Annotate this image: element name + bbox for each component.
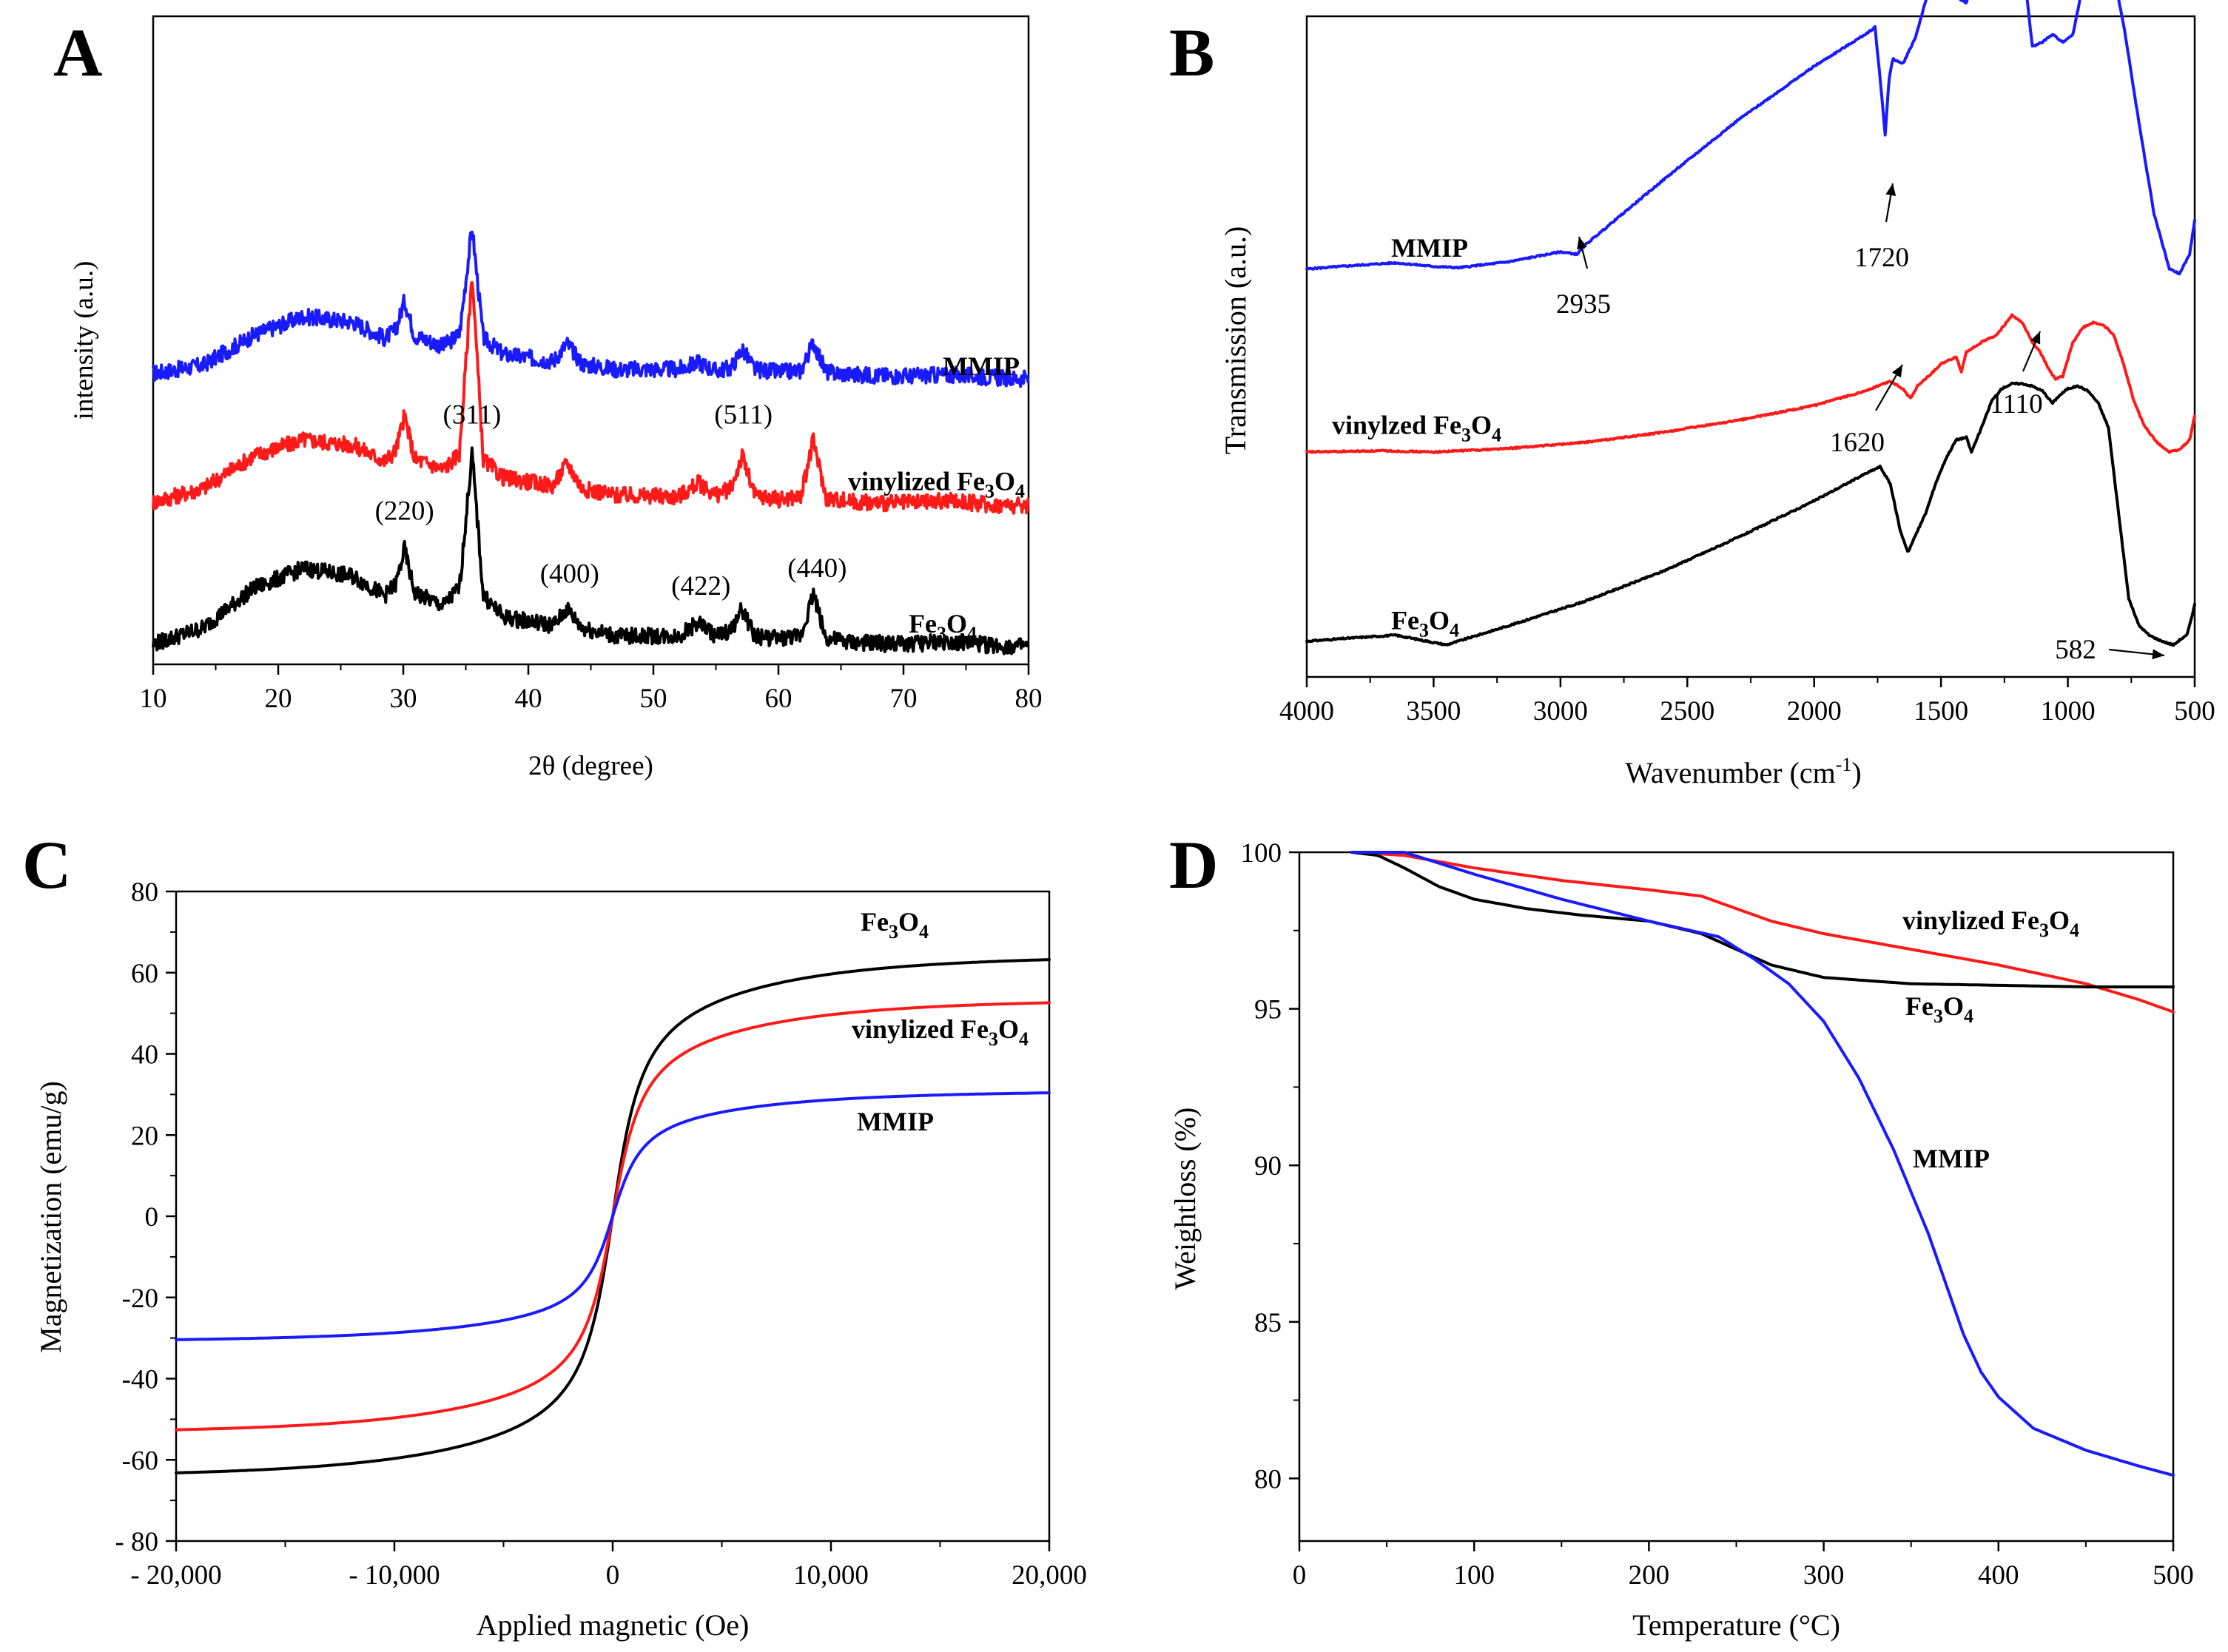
- panel-d-letter: D: [1169, 827, 1218, 903]
- panel-a-series-mmip: [152, 230, 1030, 388]
- panel-b-peak-arrow-head: [1885, 183, 1897, 196]
- panel-a-series-fe3o4: [152, 446, 1030, 655]
- panel-d-legend-label: vinylized Fe3O4: [1902, 906, 2079, 941]
- panel-a-x-tick-label: 10: [140, 684, 167, 714]
- panel-b-x-tick-label: 3000: [1533, 696, 1588, 726]
- panel-b-legend-label: vinylzed Fe3O4: [1332, 410, 1501, 445]
- panel-b-peak-label: 2935: [1556, 289, 1611, 320]
- panel-a-x-tick-label: 40: [515, 684, 542, 714]
- panel-a-x-tick-label: 30: [390, 684, 417, 714]
- panel-b-peak-label: 582: [2055, 635, 2096, 665]
- panel-b-x-tick-label: 500: [2174, 696, 2215, 726]
- panel-b-y-axis-title: Transmission (a.u.): [1219, 226, 1252, 455]
- panel-d-series-vinylized-fe3o4: [1350, 851, 2175, 1014]
- panel-c-x-tick-label: 10,000: [793, 1560, 869, 1591]
- panel-c-x-tick-label: 0: [606, 1560, 620, 1591]
- panel-d-legend-label: Fe3O4: [1905, 991, 1973, 1027]
- panel-d-y-tick-label: 95: [1254, 995, 1282, 1025]
- panel-d-y-tick-label: 100: [1241, 838, 1282, 869]
- panel-b: B 4000 3500 3000 2500 2000 1500 1000 500 Wavenumb…: [1169, 0, 2215, 789]
- panel-d-x-axis-title: Temperature (°C): [1632, 1608, 1840, 1642]
- panel-d-x-tick-label: 100: [1453, 1560, 1495, 1591]
- panel-b-legend-label: Fe3O4: [1391, 605, 1459, 641]
- panel-b-letter: B: [1169, 15, 1214, 90]
- panel-c-y-axis-title: Magnetization (emu/g): [34, 1081, 67, 1353]
- panel-b-peak-arrow-head: [2152, 649, 2164, 660]
- panel-b-x-tick-label: 2500: [1660, 696, 1714, 726]
- panel-b-series-fe3o4: [1305, 381, 2196, 647]
- panel-a-y-axis-title: intensity (a.u.): [69, 261, 99, 420]
- panel-a-x-tick-label: 70: [890, 684, 918, 714]
- panel-b-series-mmip: [1305, 0, 2196, 276]
- panel-c-series-mmip: [175, 1091, 1051, 1341]
- panel-c-y-tick-label: - 80: [115, 1527, 158, 1557]
- panel-a: A 10 20 30 40 50 60 70 80 2θ (degree) intensity (a…: [53, 15, 1043, 781]
- panel-c-x-tick-label: - 20,000: [130, 1560, 221, 1591]
- panel-c-y-tick-label: 40: [131, 1040, 158, 1071]
- panel-b-peak-arrow-head: [1891, 365, 1902, 378]
- panel-b-x-tick-label: 4000: [1279, 696, 1334, 726]
- panel-b-peak-label: 1110: [1990, 389, 2042, 419]
- panel-c-y-tick-label: 80: [131, 877, 158, 908]
- panel-b-plot-frame: [1305, 15, 2196, 678]
- panel-c-y-tick-label: 60: [131, 959, 158, 989]
- panel-c-legend-label: vinylized Fe3O4: [852, 1014, 1029, 1050]
- panel-d-x-tick-label: 300: [1803, 1560, 1845, 1591]
- panel-b-x-tick-label: 1500: [1914, 696, 1968, 726]
- panel-c-y-tick-label: -20: [122, 1284, 158, 1314]
- panel-d: D 0 100 200 300 400 500 100 95 90 85 80 Temperature …: [1168, 827, 2194, 1642]
- panel-c-x-tick-label: 20,000: [1012, 1560, 1087, 1591]
- panel-a-x-tick-label: 20: [265, 684, 292, 714]
- panel-c-legend-label: Fe3O4: [861, 907, 929, 943]
- panel-d-x-tick-label: 500: [2153, 1560, 2194, 1591]
- panel-a-peak-label: (440): [787, 553, 847, 584]
- panel-d-plot-frame: [1298, 851, 2175, 1543]
- panel-c-x-tick-label: - 10,000: [349, 1560, 440, 1591]
- panel-b-peak-label: 1720: [1854, 243, 1909, 273]
- panel-b-peak-arrow-head: [2030, 331, 2041, 345]
- panel-c-y-tick-label: -60: [122, 1446, 158, 1476]
- panel-d-y-tick-label: 80: [1254, 1464, 1282, 1494]
- panel-a-legend-label: Fe3O4: [909, 609, 977, 644]
- panel-d-x-tick-label: 0: [1293, 1560, 1307, 1591]
- panel-d-y-tick-label: 85: [1254, 1308, 1282, 1338]
- panel-b-series-vinylized-fe3o4: [1305, 313, 2196, 454]
- panel-c-y-tick-label: 0: [145, 1202, 159, 1233]
- panel-d-legend-label: MMIP: [1913, 1144, 1990, 1173]
- panel-b-x-tick-label: 1000: [2041, 696, 2096, 726]
- panel-d-series-mmip: [1350, 851, 2175, 1477]
- panel-c-y-tick-label: -40: [122, 1365, 158, 1395]
- panel-c-x-axis-title: Applied magnetic (Oe): [477, 1608, 750, 1642]
- panel-b-x-axis-title: Wavenumber (cm-1): [1625, 754, 1861, 789]
- panel-a-legend-label: MMIP: [943, 351, 1020, 381]
- panel-d-series-fe3o4: [1350, 851, 2175, 988]
- panel-b-peak-label: 1620: [1830, 428, 1885, 458]
- panel-c-y-tick-label: 20: [131, 1121, 158, 1151]
- panel-b-x-tick-label: 3500: [1406, 696, 1461, 726]
- panel-a-peak-label: (511): [714, 399, 773, 430]
- panel-a-x-tick-label: 60: [765, 684, 792, 714]
- panel-d-x-tick-label: 200: [1629, 1560, 1670, 1591]
- panel-a-series-vinylized-fe3o4: [152, 280, 1030, 515]
- panel-a-peak-label: (400): [540, 559, 599, 589]
- panel-c-legend-label: MMIP: [857, 1107, 934, 1136]
- panel-a-legend-label: vinylized Fe3O4: [848, 467, 1025, 502]
- panel-a-letter: A: [53, 15, 102, 90]
- panel-a-x-axis-title: 2θ (degree): [528, 751, 653, 781]
- panel-c: C - 20,000 - 10,000 0 10,000 20,000 80 60 40 20 0 -…: [22, 827, 1087, 1642]
- panel-b-legend-label: MMIP: [1391, 233, 1468, 263]
- panel-a-peak-label: (220): [375, 496, 434, 527]
- panel-d-y-tick-label: 90: [1254, 1151, 1282, 1181]
- panel-b-x-tick-label: 2000: [1787, 696, 1842, 726]
- panel-a-x-tick-label: 80: [1015, 684, 1043, 714]
- panel-a-peak-label: (311): [443, 400, 502, 431]
- panel-d-x-tick-label: 400: [1978, 1560, 2019, 1591]
- panel-d-y-axis-title: Weightloss (%): [1168, 1107, 1202, 1290]
- panel-a-peak-label: (422): [671, 571, 730, 601]
- panel-c-letter: C: [22, 827, 71, 903]
- panel-b-peak-arrow-head: [1577, 237, 1587, 250]
- panel-a-x-tick-label: 50: [640, 684, 667, 714]
